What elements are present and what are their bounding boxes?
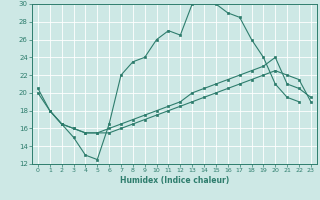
X-axis label: Humidex (Indice chaleur): Humidex (Indice chaleur) [120, 176, 229, 185]
